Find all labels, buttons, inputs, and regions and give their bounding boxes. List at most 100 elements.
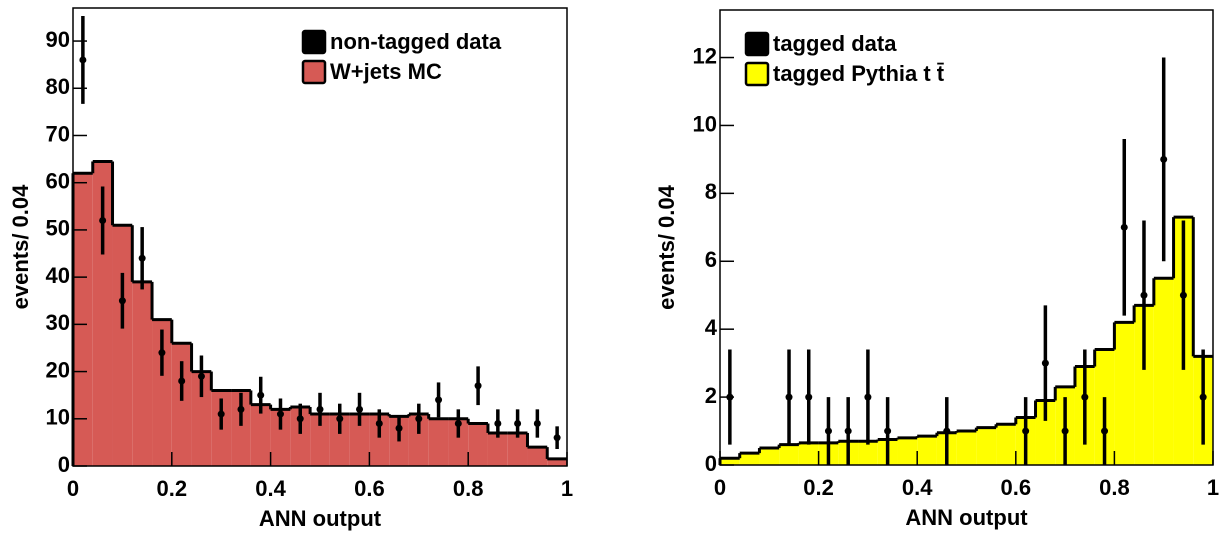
y-axis-label: events/ 0.04 bbox=[8, 184, 33, 310]
hist-bar bbox=[349, 414, 370, 466]
hist-bar bbox=[720, 458, 740, 465]
plot-frame bbox=[72, 7, 568, 467]
legend-swatch bbox=[744, 31, 770, 57]
hist-bar bbox=[191, 371, 212, 466]
data-point bbox=[884, 427, 892, 435]
x-tick-label: 0.6 bbox=[1001, 475, 1032, 500]
y-tick-label: 4 bbox=[705, 315, 718, 340]
data-point bbox=[197, 372, 205, 380]
data-point bbox=[257, 391, 265, 399]
hist-bar bbox=[231, 390, 251, 466]
data-point bbox=[276, 410, 284, 418]
x-tick-label: 0.2 bbox=[803, 475, 834, 500]
hist-bar bbox=[779, 444, 799, 465]
data-point bbox=[533, 420, 541, 428]
data-point bbox=[415, 415, 423, 423]
x-tick-label: 1 bbox=[1207, 475, 1219, 500]
hist-bar bbox=[527, 447, 548, 466]
data-point bbox=[454, 420, 462, 428]
x-axis-label: ANN output bbox=[259, 506, 382, 531]
x-tick-label: 0 bbox=[714, 475, 726, 500]
data-point bbox=[785, 393, 793, 401]
hist-bar bbox=[858, 441, 878, 465]
y-tick-label: 60 bbox=[46, 169, 70, 194]
data-point bbox=[118, 297, 126, 305]
y-tick-label: 10 bbox=[46, 405, 70, 430]
hist-bar bbox=[468, 423, 488, 466]
data-point bbox=[1022, 427, 1030, 435]
data-point bbox=[336, 415, 344, 423]
hist-bar bbox=[759, 448, 780, 465]
hist-bar bbox=[270, 409, 291, 466]
data-point bbox=[138, 254, 146, 262]
y-tick-label: 10 bbox=[693, 111, 717, 136]
hist-bar bbox=[92, 161, 113, 466]
data-point bbox=[316, 405, 324, 413]
legend-label: tagged Pythia t t̄ bbox=[773, 61, 945, 86]
data-point bbox=[864, 393, 872, 401]
data-point bbox=[726, 393, 734, 401]
x-tick-label: 0.8 bbox=[1099, 475, 1130, 500]
y-tick-label: 20 bbox=[46, 357, 70, 382]
data-point bbox=[395, 424, 403, 432]
legend-label: tagged data bbox=[773, 31, 897, 56]
y-tick-label: 90 bbox=[46, 27, 70, 52]
y-tick-label: 12 bbox=[693, 43, 717, 68]
hist-bar bbox=[917, 436, 937, 465]
data-point bbox=[435, 396, 443, 404]
hist-bar bbox=[487, 432, 508, 466]
data-point bbox=[1140, 291, 1148, 299]
hist-bar bbox=[976, 427, 997, 465]
data-point bbox=[474, 382, 482, 390]
data-point bbox=[1179, 291, 1187, 299]
hist-bar bbox=[547, 458, 567, 466]
x-tick-label: 0.4 bbox=[255, 476, 286, 501]
data-point bbox=[844, 427, 852, 435]
y-tick-label: 40 bbox=[46, 263, 70, 288]
y-tick-label: 2 bbox=[705, 383, 717, 408]
hist-bar bbox=[152, 319, 172, 466]
hist-bar bbox=[428, 418, 449, 466]
hist-bar bbox=[1134, 305, 1154, 465]
hist-bar bbox=[1114, 322, 1135, 465]
data-point bbox=[805, 393, 813, 401]
hist-bar bbox=[132, 281, 153, 466]
hist-bar bbox=[310, 414, 330, 466]
y-tick-label: 0 bbox=[58, 452, 70, 477]
hist-bar bbox=[897, 437, 918, 465]
data-point bbox=[217, 410, 225, 418]
data-point bbox=[237, 405, 245, 413]
data-point bbox=[1081, 393, 1089, 401]
data-point bbox=[1199, 393, 1207, 401]
data-point bbox=[943, 427, 951, 435]
hist-bar bbox=[1153, 278, 1174, 465]
hist-bar bbox=[956, 431, 977, 465]
y-tick-label: 50 bbox=[46, 216, 70, 241]
hist-bar bbox=[448, 418, 469, 466]
y-tick-label: 30 bbox=[46, 310, 70, 335]
data-point bbox=[553, 434, 561, 442]
data-point bbox=[178, 377, 186, 385]
plot-frame bbox=[719, 9, 1214, 466]
y-tick-label: 0 bbox=[705, 451, 717, 476]
hist-bar bbox=[171, 343, 192, 466]
y-axis-label: events/ 0.04 bbox=[654, 184, 679, 310]
data-point bbox=[296, 415, 304, 423]
x-tick-label: 0.6 bbox=[354, 476, 385, 501]
x-axis-label: ANN output bbox=[905, 505, 1028, 530]
x-tick-label: 0.2 bbox=[157, 476, 188, 501]
data-point bbox=[824, 427, 832, 435]
hist-bar bbox=[996, 424, 1016, 465]
x-tick-label: 1 bbox=[561, 476, 573, 501]
y-tick-label: 70 bbox=[46, 121, 70, 146]
hist-bar bbox=[408, 414, 429, 466]
y-tick-label: 8 bbox=[705, 179, 717, 204]
hist-bar bbox=[1035, 400, 1056, 465]
hist-bar bbox=[798, 442, 819, 465]
data-point bbox=[1101, 427, 1109, 435]
data-point bbox=[1041, 359, 1049, 367]
data-point bbox=[1120, 223, 1128, 231]
hist-bar bbox=[329, 414, 350, 466]
legend-swatch bbox=[301, 59, 327, 85]
